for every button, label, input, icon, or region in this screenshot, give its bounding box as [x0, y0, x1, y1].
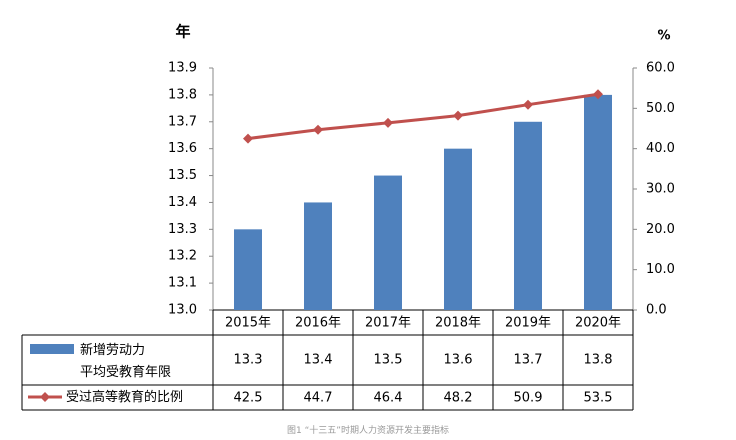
table-value: 53.5 [584, 391, 613, 406]
x-tick-label: 2016年 [295, 316, 341, 331]
bar [444, 148, 472, 310]
y-tick-label: 13.3 [168, 222, 197, 237]
y2-tick-label: 0.0 [646, 303, 667, 318]
marker [313, 124, 323, 135]
marker [383, 117, 393, 128]
y-tick-label: 13.8 [168, 87, 197, 102]
y-axis-label: 年 [175, 23, 190, 41]
bar [234, 229, 262, 310]
y-tick-label: 13.1 [168, 276, 197, 291]
table-value: 42.5 [234, 391, 263, 406]
y-tick-label: 13.6 [168, 141, 197, 156]
y-tick-label: 13.4 [168, 195, 197, 210]
y2-tick-label: 30.0 [646, 182, 675, 197]
y2-tick-label: 40.0 [646, 141, 675, 156]
table-value: 13.3 [234, 353, 263, 368]
x-tick-label: 2019年 [505, 316, 551, 331]
y-tick-label: 13.0 [168, 303, 197, 318]
table-value: 48.2 [444, 391, 473, 406]
table-value: 13.4 [304, 353, 333, 368]
x-tick-label: 2015年 [225, 316, 271, 331]
legend-swatch [40, 392, 50, 402]
table-value: 13.8 [584, 353, 613, 368]
table-value: 13.7 [514, 353, 543, 368]
bar [304, 202, 332, 310]
x-tick-label: 2018年 [435, 316, 481, 331]
bar [374, 175, 402, 310]
table-value: 46.4 [374, 391, 403, 406]
legend-entry: 受过高等教育的比例 [66, 390, 184, 405]
legend-swatch [30, 344, 74, 354]
y2-tick-label: 50.0 [646, 101, 675, 116]
table-value: 13.6 [444, 353, 473, 368]
line [247, 92, 599, 141]
x-tick-label: 2020年 [575, 316, 621, 331]
x-tick-label: 2017年 [365, 316, 411, 331]
y-tick-label: 13.5 [168, 168, 197, 183]
marker [453, 110, 463, 121]
y2-axis-label: % [657, 29, 670, 44]
table-value: 13.5 [374, 353, 403, 368]
caption: 图1 “十三五”时期人力资源开发主要指标 [287, 426, 449, 436]
bar [584, 94, 612, 310]
y-tick-label: 13.9 [168, 61, 197, 76]
y2-tick-label: 10.0 [646, 262, 675, 277]
y-tick-label: 13.7 [168, 114, 197, 129]
y-tick-label: 13.2 [168, 249, 197, 264]
legend-entry: 新增劳动力 平均受教育年限 [80, 343, 172, 380]
bar [514, 121, 542, 311]
marker [523, 99, 533, 110]
marker [593, 89, 603, 100]
y2-tick-label: 60.0 [646, 61, 675, 76]
table-value: 50.9 [514, 391, 543, 406]
y2-tick-label: 20.0 [646, 222, 675, 237]
marker [243, 133, 253, 144]
table-value: 44.7 [304, 391, 333, 406]
